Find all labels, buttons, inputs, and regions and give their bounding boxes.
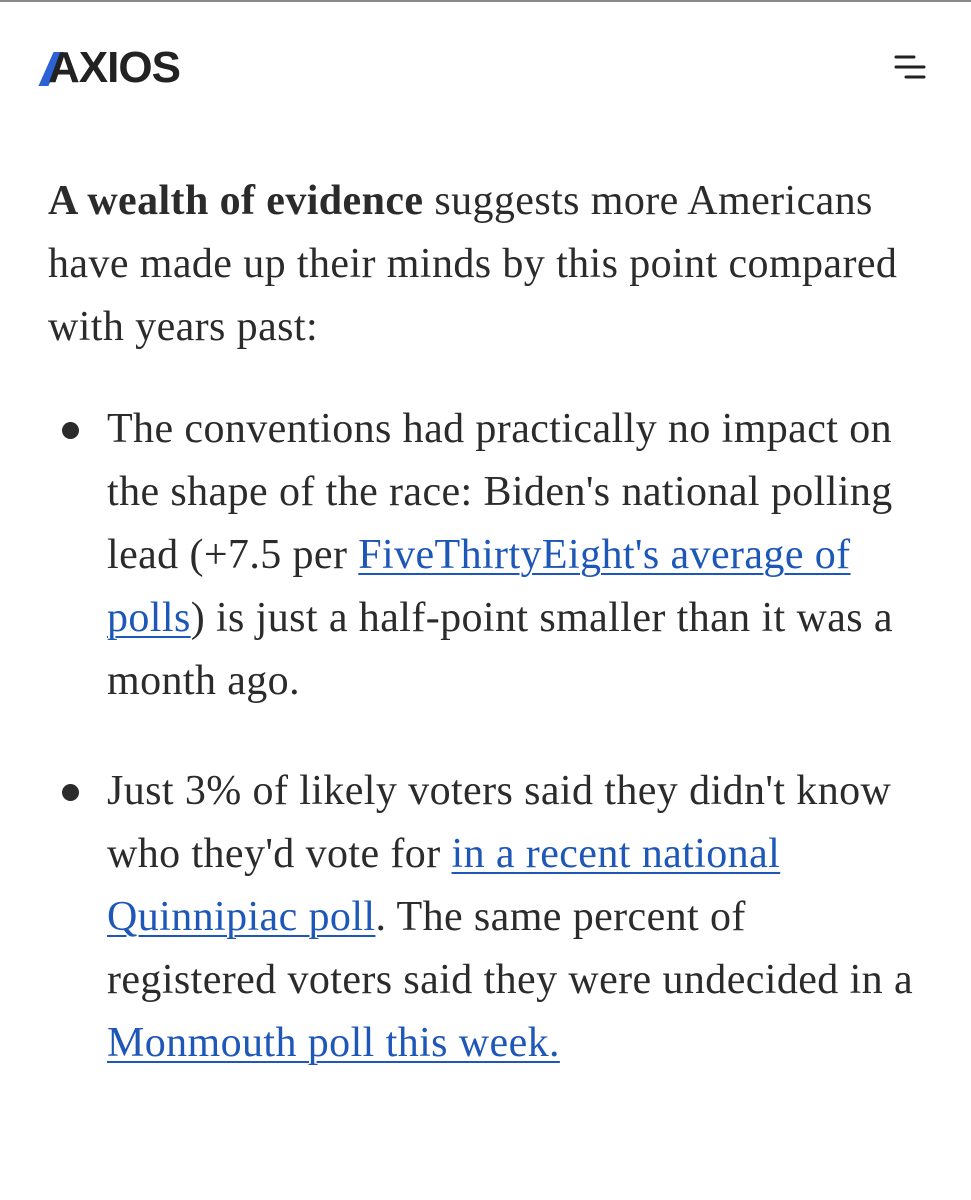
text: The conventions had practically no impac… [107, 406, 893, 578]
top-border [0, 0, 971, 2]
menu-button[interactable] [892, 52, 928, 82]
bullet-dot [62, 784, 79, 801]
link[interactable]: in a recent national Quinnipiac poll [107, 831, 781, 940]
bullet-item: The conventions had practically no impac… [0, 398, 922, 713]
text: suggests more Americans have made up the… [48, 178, 898, 350]
text: Just 3% of likely voters said they didn'… [107, 768, 892, 877]
bullet-item: Just 3% of likely voters said they didn'… [0, 760, 922, 1075]
text: . The same percent of registered voters … [107, 894, 913, 1003]
bold-text: A wealth of evidence [48, 178, 424, 224]
intro-paragraph: A wealth of evidence suggests more Ameri… [48, 170, 928, 359]
bullet-list: The conventions had practically no impac… [0, 398, 971, 1122]
bullet-dot [62, 422, 79, 439]
text: ) is just a half-point smaller than it w… [107, 595, 893, 704]
link[interactable]: FiveThirtyEight's average of polls [107, 532, 851, 641]
link[interactable]: Monmouth poll this week. [107, 1020, 560, 1066]
logo[interactable]: AXIOS [48, 43, 181, 92]
